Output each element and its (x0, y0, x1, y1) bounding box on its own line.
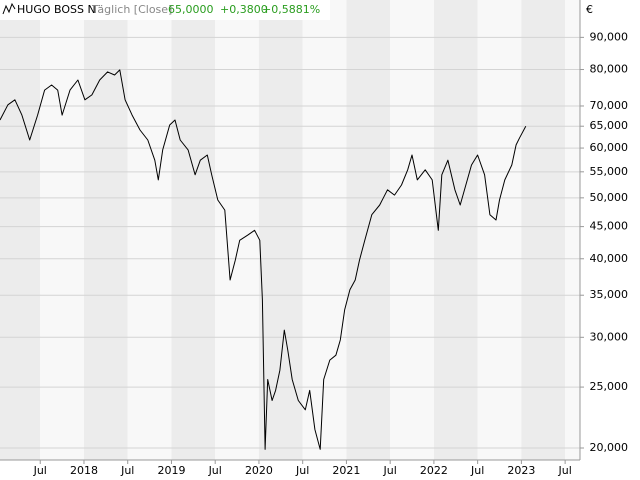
last-price: 65,0000 (168, 3, 214, 16)
y-tick-label: 30,000 (590, 330, 629, 343)
x-tick-label: 2020 (245, 464, 273, 477)
price-line (0, 69, 527, 450)
x-tick-label: Jul (470, 464, 484, 477)
y-tick-label: 65,000 (590, 119, 629, 132)
band (346, 0, 391, 460)
x-tick-label: 2023 (507, 464, 535, 477)
x-tick-label: Jul (120, 464, 134, 477)
band (302, 0, 347, 460)
x-tick-label: Jul (33, 464, 47, 477)
band (433, 0, 478, 460)
band (83, 0, 128, 460)
x-tick-label: 2018 (70, 464, 98, 477)
band (215, 0, 259, 460)
x-tick-label: Jul (208, 464, 222, 477)
y-tick-label: 40,000 (590, 252, 629, 265)
band (171, 0, 216, 460)
y-tick-label: 80,000 (590, 63, 629, 76)
band (521, 0, 566, 460)
x-tick-label: 2022 (420, 464, 448, 477)
unit-label: € (586, 3, 593, 16)
band (477, 0, 522, 460)
y-tick-label: 50,000 (590, 191, 629, 204)
band (565, 0, 580, 460)
chart-subtitle: Täglich [Close] (91, 3, 172, 16)
chart-icon (2, 2, 16, 15)
plot-area (0, 0, 580, 460)
y-tick-label: 20,000 (590, 441, 629, 454)
x-tick-label: 2019 (157, 464, 185, 477)
x-tick-label: Jul (295, 464, 309, 477)
band (127, 0, 172, 460)
band (390, 0, 434, 460)
chart-title: HUGO BOSS N (17, 3, 96, 16)
y-tick-label: 45,000 (590, 220, 629, 233)
change-pct: +0,5881% (262, 3, 320, 16)
band (0, 0, 41, 460)
y-tick-label: 35,000 (590, 288, 629, 301)
y-tick-label: 90,000 (590, 30, 629, 43)
y-tick-label: 25,000 (590, 380, 629, 393)
header-bg (0, 0, 330, 20)
x-tick-label: Jul (557, 464, 571, 477)
y-tick-label: 70,000 (590, 99, 629, 112)
band (258, 0, 303, 460)
x-tick-label: 2021 (332, 464, 360, 477)
y-tick-label: 60,000 (590, 141, 629, 154)
band (40, 0, 84, 460)
y-tick-label: 55,000 (590, 165, 629, 178)
x-tick-label: Jul (383, 464, 397, 477)
change: +0,3800 (220, 3, 268, 16)
